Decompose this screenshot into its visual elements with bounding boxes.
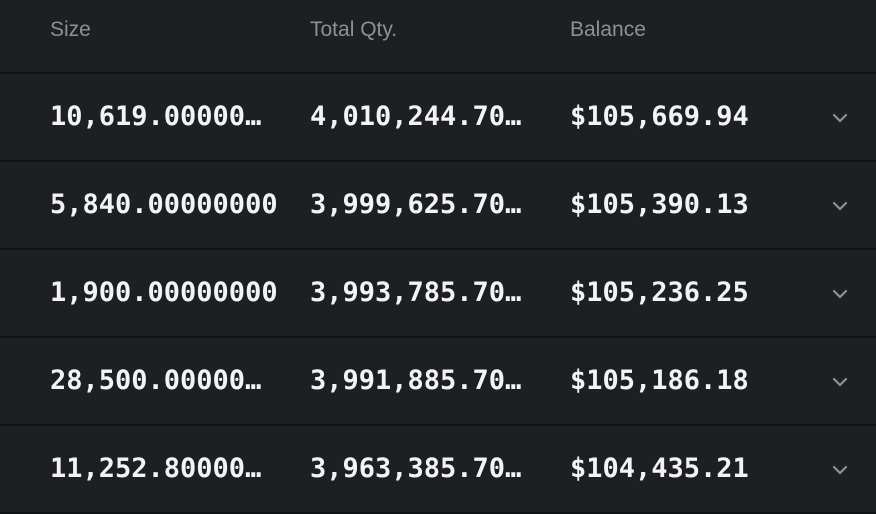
table-cell: 1,900.00000000 bbox=[50, 277, 278, 308]
table-row[interactable]: 28,500.00000… 3,991,885.70… $105,186.18 bbox=[0, 338, 876, 426]
table-cell: 5,840.00000000 bbox=[50, 189, 278, 220]
expand-chevron[interactable] bbox=[830, 108, 850, 128]
header-row: Size Total Qty. Balance bbox=[0, 0, 876, 74]
table-cell: 11,252.80000… bbox=[50, 453, 262, 484]
expand-chevron[interactable] bbox=[830, 460, 850, 480]
table-cell: $105,669.94 bbox=[570, 101, 749, 132]
chevron-icon bbox=[832, 201, 848, 211]
chevron-icon bbox=[832, 465, 848, 475]
expand-chevron[interactable] bbox=[830, 284, 850, 304]
expand-chevron[interactable] bbox=[830, 372, 850, 392]
expand-chevron[interactable] bbox=[830, 196, 850, 216]
table-cell: 4,010,244.70… bbox=[310, 101, 522, 132]
table-row[interactable]: 10,619.00000… 4,010,244.70… $105,669.94 bbox=[0, 74, 876, 162]
table-row[interactable]: 5,840.00000000 3,999,625.70… $105,390.13 bbox=[0, 162, 876, 250]
table-cell: 3,999,625.70… bbox=[310, 189, 522, 220]
table-cell: 3,963,385.70… bbox=[310, 453, 522, 484]
column-header: Total Qty. bbox=[310, 18, 398, 41]
table-cell: $104,435.21 bbox=[570, 453, 749, 484]
chevron-icon bbox=[832, 113, 848, 123]
table-row[interactable]: 1,900.00000000 3,993,785.70… $105,236.25 bbox=[0, 250, 876, 338]
table-cell: 28,500.00000… bbox=[50, 365, 262, 396]
table-row[interactable]: 11,252.80000… 3,963,385.70… $104,435.21 bbox=[0, 426, 876, 514]
table-cell: 3,991,885.70… bbox=[310, 365, 522, 396]
table-cell: 3,993,785.70… bbox=[310, 277, 522, 308]
column-header: Balance bbox=[570, 18, 646, 41]
table-cell: $105,390.13 bbox=[570, 189, 749, 220]
chevron-icon bbox=[832, 377, 848, 387]
column-header: Size bbox=[50, 18, 91, 41]
table-cell: $105,236.25 bbox=[570, 277, 749, 308]
table-cell: $105,186.18 bbox=[570, 365, 749, 396]
table-cell: 10,619.00000… bbox=[50, 101, 262, 132]
chevron-icon bbox=[832, 289, 848, 299]
